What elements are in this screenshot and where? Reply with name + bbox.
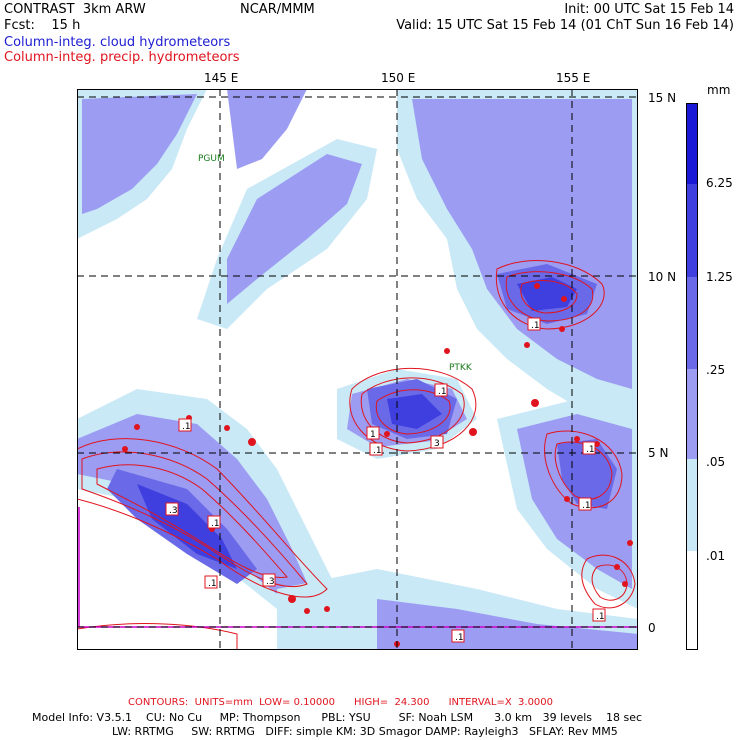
legend-precip: Column-integ. precip. hydrometeors bbox=[4, 50, 240, 65]
svg-text:.1: .1 bbox=[596, 612, 605, 622]
map-grid bbox=[77, 89, 638, 650]
lon-label-150: 150 E bbox=[381, 71, 416, 85]
svg-text:.1: .1 bbox=[211, 519, 220, 529]
svg-text:3: 3 bbox=[434, 439, 440, 449]
contour-label: 3 bbox=[430, 435, 444, 449]
center-name: NCAR/MMM bbox=[240, 2, 315, 17]
lon-label-155: 155 E bbox=[556, 71, 591, 85]
precip-cores bbox=[122, 283, 633, 647]
svg-text:.1: .1 bbox=[182, 422, 191, 432]
contour-label: .1 bbox=[582, 441, 596, 455]
svg-text:1: 1 bbox=[370, 430, 376, 440]
colorbar-units: mm bbox=[707, 83, 731, 97]
station-pgum: PGUM bbox=[198, 154, 225, 164]
colorbar-segment bbox=[687, 104, 697, 184]
lat-label-5: 5 N bbox=[648, 446, 669, 460]
contour-label: .1 bbox=[451, 629, 465, 643]
lon-label-145: 145 E bbox=[204, 71, 239, 85]
model-info-line1: Model Info: V3.5.1 CU: No Cu MP: Thompso… bbox=[32, 711, 643, 724]
map-border bbox=[77, 89, 638, 650]
contour-label: .1 bbox=[592, 608, 606, 622]
station-ptkk: PTKK bbox=[449, 363, 473, 373]
contour-label: .3 bbox=[165, 502, 179, 516]
svg-text:.1: .1 bbox=[208, 579, 217, 589]
svg-text:.1: .1 bbox=[586, 445, 595, 455]
init-time: Init: 00 UTC Sat 15 Feb 14 bbox=[564, 2, 734, 17]
contour-label: .1 bbox=[369, 442, 383, 456]
colorbar bbox=[686, 103, 698, 650]
contour-label-boxes: .1 .1 .1 .1 3 .1 .1 .3 .1 .3 .1 .1 1 .1 … bbox=[165, 317, 606, 643]
contour-label: .1 bbox=[527, 317, 541, 331]
svg-text:.3: .3 bbox=[169, 506, 178, 516]
colorbar-label: .05 bbox=[706, 455, 726, 469]
svg-text:.1: .1 bbox=[531, 321, 540, 331]
legend-cloud: Column-integ. cloud hydrometeors bbox=[4, 35, 231, 50]
contour-label: .1 bbox=[434, 383, 448, 397]
colorbar-segment bbox=[687, 459, 697, 551]
contour-label: 1 bbox=[366, 426, 380, 440]
lat-label-15: 15 N bbox=[648, 91, 677, 105]
svg-text:.1: .1 bbox=[373, 446, 382, 456]
colorbar-label: 1.25 bbox=[706, 270, 733, 284]
forecast-value: 15 h bbox=[51, 18, 81, 33]
svg-text:.1: .1 bbox=[455, 633, 464, 643]
forecast-label: Fcst: bbox=[4, 18, 35, 33]
colorbar-segment bbox=[687, 551, 697, 649]
forecast-hour: Fcst: 15 h bbox=[4, 19, 80, 33]
svg-text:.3: .3 bbox=[266, 577, 275, 587]
hydrometeor-map: PGUM PTKK .1 .1 .1 .1 3 .1 .1 .3 .1 .3 .… bbox=[77, 89, 638, 650]
lat-label-0: 0 bbox=[648, 621, 656, 635]
colorbar-segment bbox=[687, 184, 697, 277]
contour-label: .1 bbox=[207, 515, 221, 529]
valid-time: Valid: 15 UTC Sat 15 Feb 14 (01 ChT Sun … bbox=[396, 18, 734, 33]
station-markers: PGUM PTKK bbox=[198, 154, 473, 373]
svg-text:.1: .1 bbox=[438, 387, 447, 397]
contour-label: .3 bbox=[262, 573, 276, 587]
colorbar-segment bbox=[687, 277, 697, 369]
colorbar-label: .25 bbox=[706, 363, 726, 377]
contour-label: .1 bbox=[578, 497, 592, 511]
contour-info: CONTOURS: UNITS=mm LOW= 0.10000 HIGH= 24… bbox=[128, 697, 554, 708]
svg-text:.1: .1 bbox=[582, 501, 591, 511]
model-info-line2: LW: RRTMG SW: RRTMG DIFF: simple KM: 3D … bbox=[112, 725, 618, 738]
colorbar-segment bbox=[687, 369, 697, 459]
contour-label: .1 bbox=[204, 575, 218, 589]
model-title: CONTRAST 3km ARW bbox=[4, 2, 146, 17]
contour-label: .1 bbox=[178, 418, 192, 432]
colorbar-label: .01 bbox=[706, 549, 726, 563]
lat-label-10: 10 N bbox=[648, 270, 677, 284]
colorbar-label: 6.25 bbox=[706, 176, 733, 190]
